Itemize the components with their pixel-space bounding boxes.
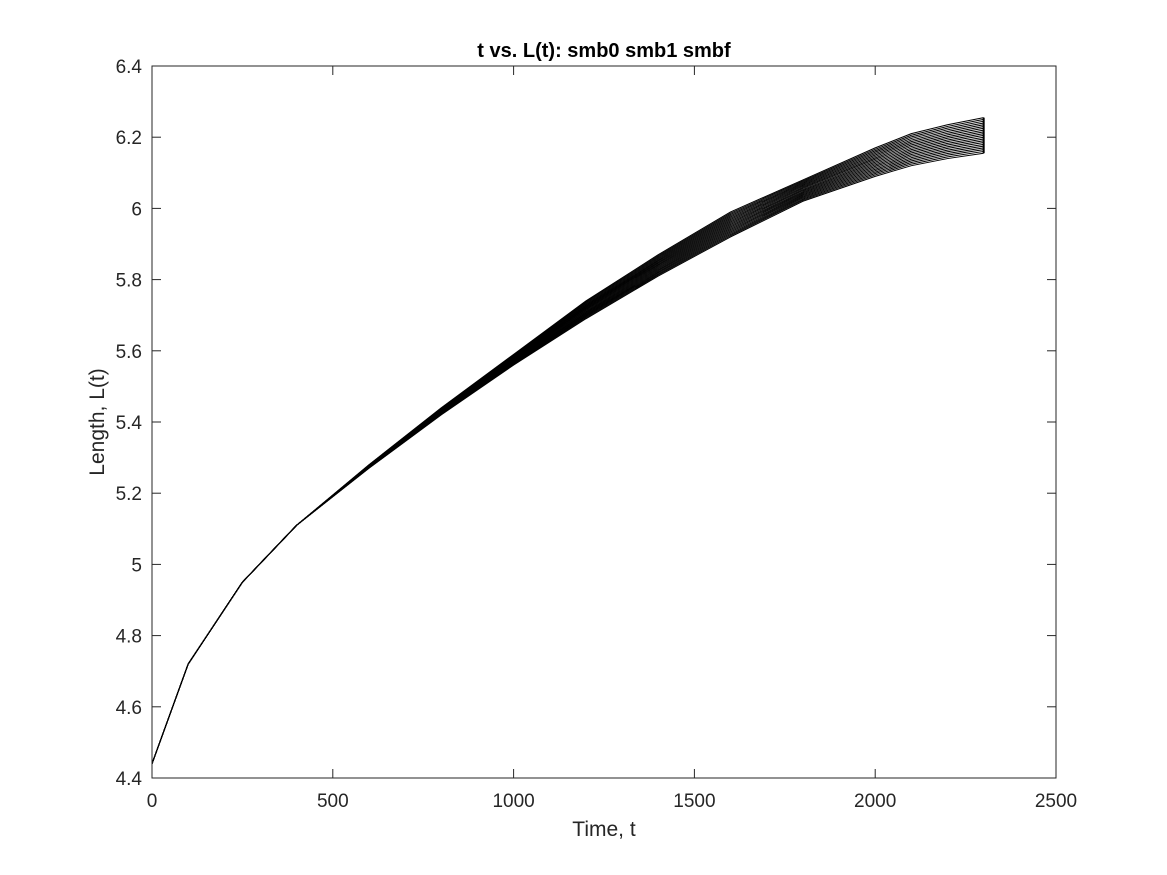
series-line — [151, 133, 984, 764]
series-line — [151, 120, 984, 764]
x-tick-label: 2500 — [1035, 791, 1077, 812]
y-tick-label: 4.6 — [116, 698, 142, 719]
series-line — [151, 149, 984, 764]
series-line — [151, 131, 984, 764]
y-tick-label: 6.4 — [116, 57, 143, 78]
series-line — [151, 140, 984, 764]
y-tick-label: 5.4 — [116, 413, 143, 434]
x-tick-label: 500 — [317, 791, 349, 812]
y-tick-label: 5.2 — [116, 484, 142, 505]
series-line — [151, 129, 984, 764]
series-line — [151, 124, 984, 764]
y-tick-label: 5.8 — [116, 271, 142, 292]
series-line — [151, 118, 984, 764]
series-line — [151, 152, 984, 764]
x-tick-label: 2000 — [854, 791, 896, 812]
y-tick-label: 6 — [131, 199, 142, 220]
axes — [151, 65, 1057, 779]
series-line — [151, 136, 984, 764]
x-tick-label: 1500 — [673, 791, 715, 812]
series-line — [151, 127, 984, 764]
x-ticks: 0 500 1000 1500 2000 2500 — [147, 66, 1077, 812]
series-line — [151, 150, 984, 764]
series-lines — [151, 117, 985, 764]
x-tick-label: 1000 — [492, 791, 534, 812]
series-line — [151, 126, 984, 764]
series-line — [151, 134, 984, 764]
plot-frame — [151, 65, 1057, 779]
series-line — [151, 145, 984, 764]
series-line — [151, 117, 984, 764]
series-line — [151, 147, 984, 764]
y-tick-label: 6.2 — [116, 128, 142, 149]
y-tick-label: 5.6 — [116, 342, 142, 363]
series-line — [151, 138, 984, 764]
series-line — [151, 142, 984, 764]
y-tick-label: 5 — [131, 555, 142, 576]
x-tick-label: 0 — [147, 791, 158, 812]
y-tick-label: 4.8 — [116, 627, 142, 648]
y-ticks: 4.4 4.6 4.8 5 5.2 5.4 5.6 5.8 6 6.2 6.4 — [116, 57, 1056, 790]
series-line — [151, 143, 984, 764]
y-axis-label: Length, L(t) — [86, 368, 109, 475]
series-line — [151, 122, 984, 764]
chart-title: t vs. L(t): smb0 smb1 smbf — [477, 40, 731, 62]
x-axis-label: Time, t — [572, 818, 636, 841]
y-tick-label: 4.4 — [116, 769, 143, 790]
